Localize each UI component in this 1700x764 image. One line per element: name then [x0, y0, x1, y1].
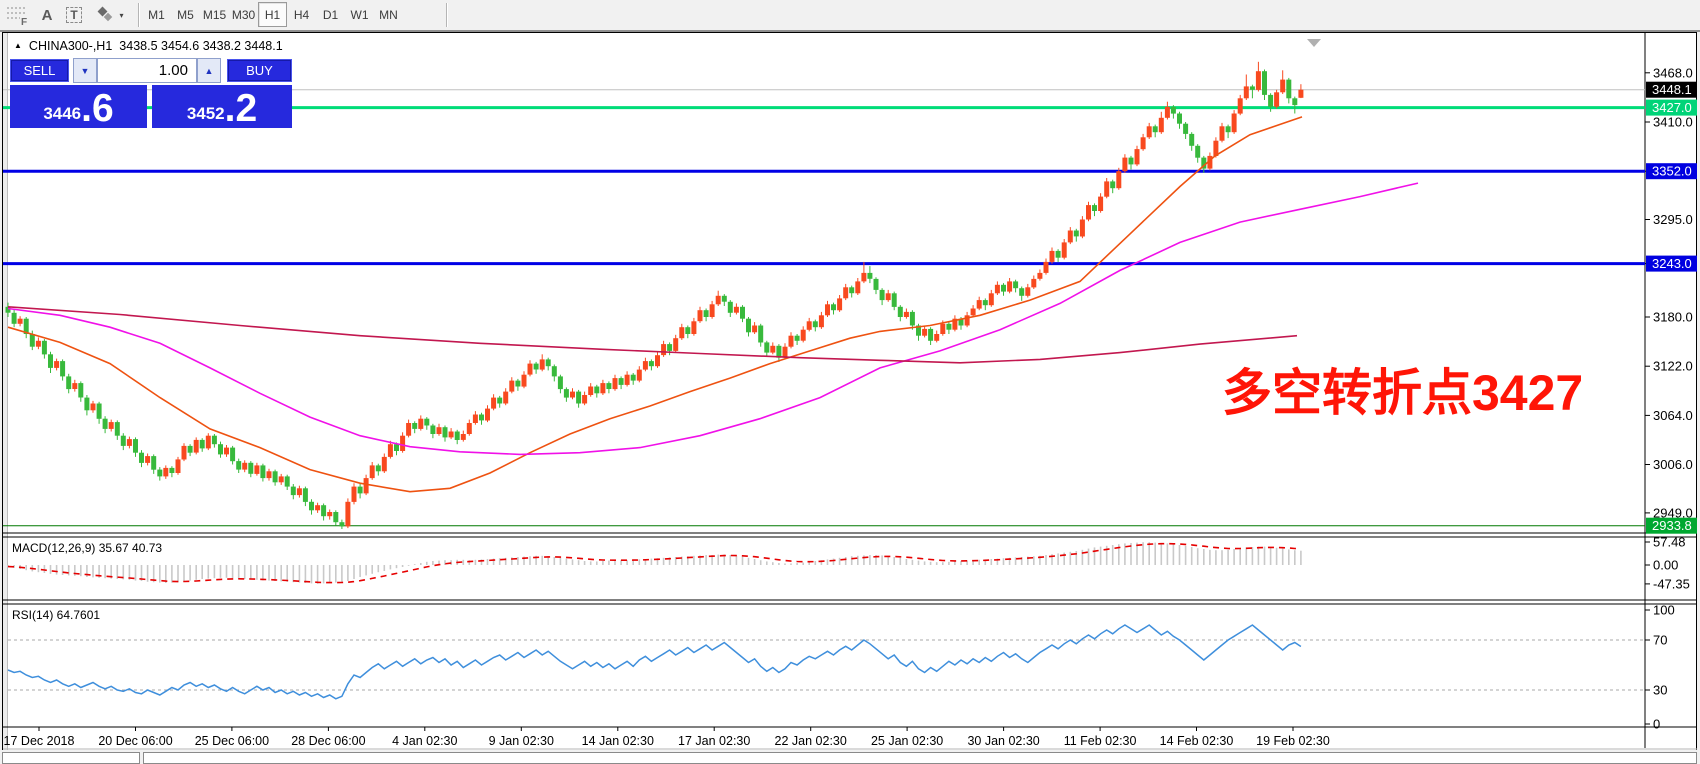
- timeframe-button-w1[interactable]: W1: [350, 7, 369, 22]
- timeframe-button-m30[interactable]: M30: [231, 7, 256, 22]
- symbol-title: CHINA300-,H1: [28, 39, 113, 53]
- text-label-icon[interactable]: A: [41, 6, 53, 24]
- sell-price-main: 3446: [43, 104, 82, 123]
- volume-decrease-button[interactable]: ▼: [73, 58, 97, 83]
- dropdown-caret-icon: ▾: [119, 10, 124, 20]
- timeframe-bar: M1 M5 M15 M30 H1 H4 D1 W1 MN: [142, 2, 403, 28]
- status-cell: [143, 752, 1697, 764]
- volume-input[interactable]: 1.00: [97, 58, 197, 83]
- chart-grid-f-glyph: F: [7, 7, 27, 26]
- bottom-status-strip: [0, 750, 1700, 764]
- sell-button[interactable]: SELL: [10, 59, 69, 82]
- sell-price-pips: .6: [81, 87, 114, 131]
- svg-text:F: F: [21, 17, 27, 26]
- ohlc-readout: 3438.5 3454.6 3438.2 3448.1: [119, 39, 283, 53]
- window-top-shadow: [0, 30, 1700, 32]
- timeframe-button-h4[interactable]: H4: [293, 7, 310, 22]
- timeframe-button-h1[interactable]: H1: [258, 2, 287, 27]
- chart-text-annotation: 多空转折点3427: [1222, 365, 1584, 421]
- shapes-glyph: [98, 6, 113, 22]
- buy-price-button[interactable]: 3452 .2: [152, 85, 292, 128]
- down-arrow-icon: ▼: [80, 65, 90, 76]
- buy-price-pips: .2: [224, 87, 258, 131]
- timeframe-button-m15[interactable]: M15: [202, 7, 227, 22]
- timeframe-button-m1[interactable]: M1: [148, 7, 165, 22]
- buy-price-main: 3452: [186, 104, 225, 123]
- status-cell: [2, 752, 140, 764]
- toolbar: F A T ▾ M1 M5 M15 M30 H1 H4 D1 W1 MN: [0, 0, 1700, 30]
- shapes-icon[interactable]: ▾: [92, 3, 128, 27]
- toolbar-separator: [138, 3, 140, 27]
- timeframe-button-m5[interactable]: M5: [177, 7, 194, 22]
- sell-price-button[interactable]: 3446 .6: [10, 85, 147, 128]
- timeframe-button-mn[interactable]: MN: [379, 7, 398, 22]
- volume-increase-button[interactable]: ▲: [197, 58, 221, 83]
- chart-header: ▲ CHINA300-,H1 3438.5 3454.6 3438.2 3448…: [14, 39, 283, 53]
- toolbar-separator: [446, 3, 448, 27]
- timeframe-button-d1[interactable]: D1: [322, 7, 339, 22]
- macd-label: MACD(12,26,9) 35.67 40.73: [12, 541, 163, 555]
- collapse-triangle-icon[interactable]: ▲: [14, 40, 22, 50]
- chart-grid-f-icon[interactable]: F: [4, 3, 32, 27]
- up-arrow-icon: ▲: [204, 65, 214, 76]
- window-left-edge: [3, 33, 8, 755]
- text-box-icon[interactable]: T: [62, 3, 86, 27]
- rsi-label: RSI(14) 64.7601: [12, 608, 101, 622]
- buy-button[interactable]: BUY: [227, 59, 292, 82]
